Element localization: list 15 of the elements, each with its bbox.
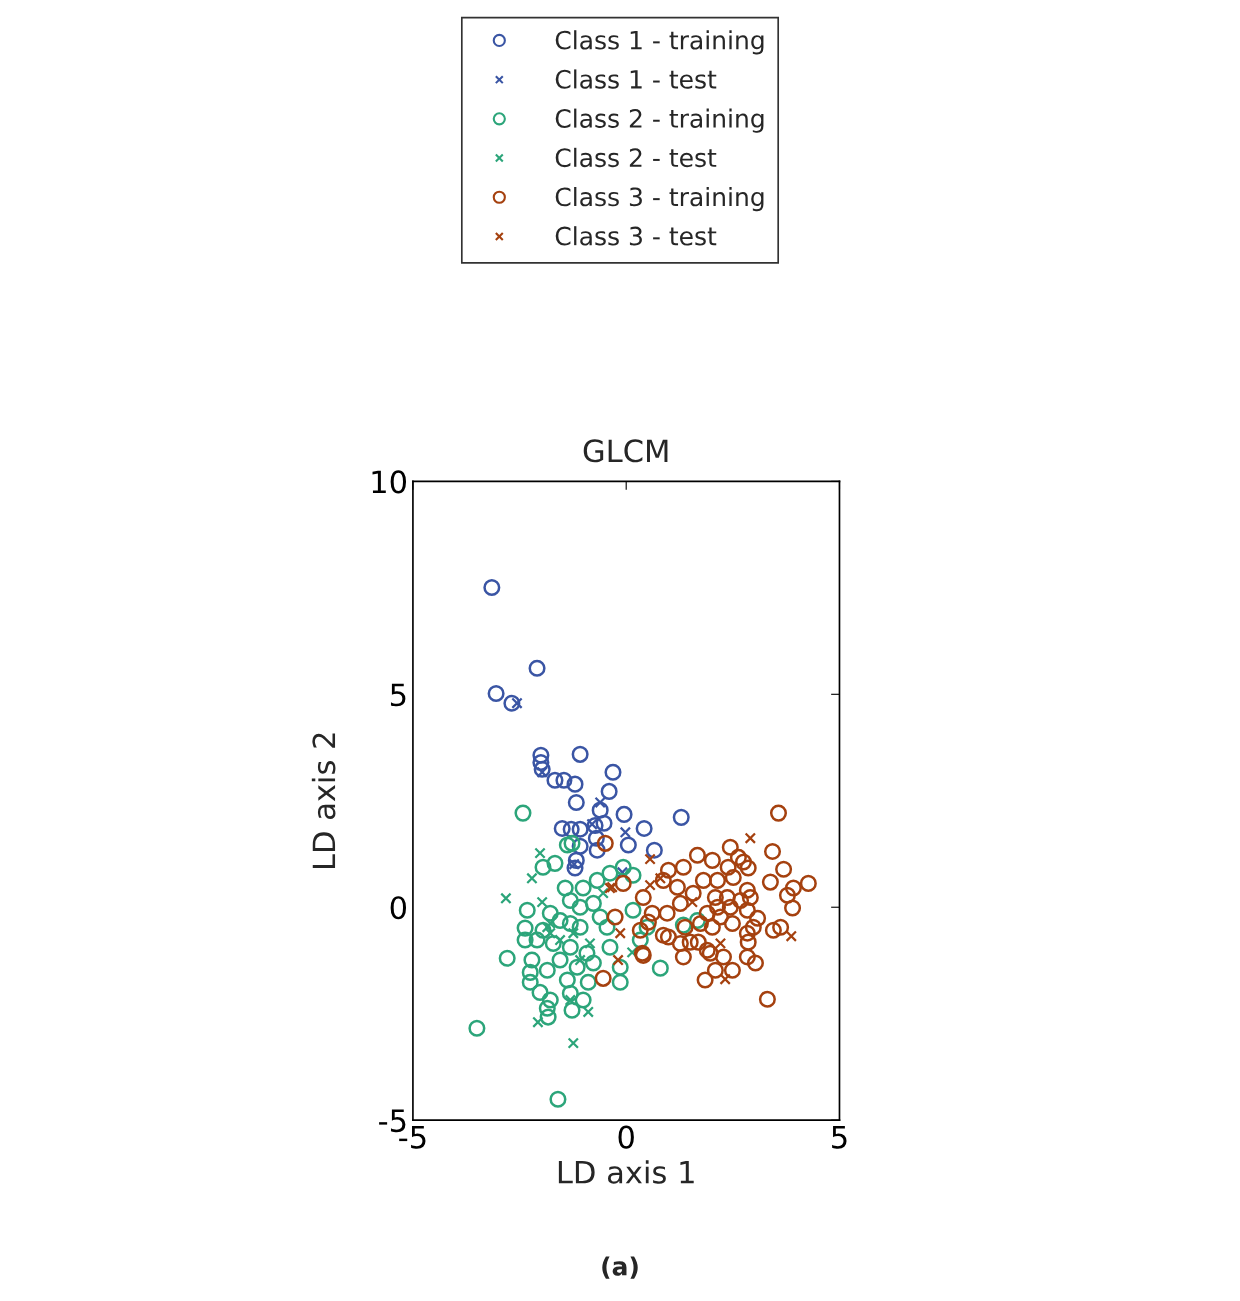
chart-title: GLCM <box>583 439 668 463</box>
x-axis-title: LD axis 1 <box>558 1160 694 1184</box>
legend-label: Class 2 - training <box>555 108 764 133</box>
legend-label: Class 1 - test <box>555 69 717 89</box>
y-tick-label: 5 <box>390 683 406 707</box>
y-tick-label: 10 <box>372 470 407 494</box>
y-axis-title: LD axis 2 <box>311 733 336 869</box>
y-tick-label: 0 <box>390 896 407 920</box>
x-tick-label: 0 <box>618 1125 634 1149</box>
legend-label: Class 3 - test <box>555 226 717 246</box>
legend-label: Class 3 - training <box>555 186 764 212</box>
x-tick-label: 5 <box>832 1125 847 1149</box>
legend-label: Class 1 - training <box>555 30 764 55</box>
text: (a) <box>602 1256 638 1279</box>
legend-label: Class 2 - test <box>555 147 717 168</box>
